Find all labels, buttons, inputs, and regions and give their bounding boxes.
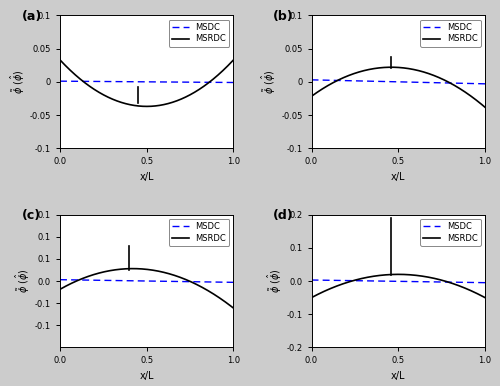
Y-axis label: $\tilde{\phi}$ $(\hat{\phi})$: $\tilde{\phi}$ $(\hat{\phi})$	[8, 69, 27, 94]
Line: MSDC: MSDC	[60, 280, 234, 282]
MSRDC	[74, 278, 80, 283]
Y-axis label: $\tilde{\phi}$ $(\hat{\phi})$: $\tilde{\phi}$ $(\hat{\phi})$	[260, 69, 278, 94]
MSRDC	[192, 281, 198, 286]
MSDC	[127, 80, 133, 84]
MSDC	[444, 280, 450, 284]
MSDC	[230, 280, 236, 284]
MSRDC	[230, 58, 236, 62]
MSRDC	[130, 266, 136, 271]
Line: MSRDC: MSRDC	[60, 60, 234, 107]
MSRDC	[127, 266, 133, 271]
MSRDC	[385, 65, 391, 69]
MSRDC	[428, 72, 434, 77]
MSRDC	[176, 275, 182, 279]
MSDC	[326, 78, 332, 83]
MSDC	[192, 80, 198, 85]
MSDC	[308, 78, 314, 82]
MSRDC	[388, 65, 394, 69]
MSDC	[444, 81, 450, 85]
MSDC	[127, 278, 133, 283]
MSRDC	[385, 273, 391, 277]
Line: MSRDC: MSRDC	[60, 269, 234, 308]
MSRDC	[308, 295, 314, 300]
MSRDC	[326, 83, 332, 87]
MSDC	[134, 80, 140, 84]
Line: MSDC: MSDC	[60, 81, 234, 83]
MSRDC	[308, 94, 314, 98]
Legend: MSDC, MSRDC: MSDC, MSRDC	[168, 219, 230, 246]
MSDC	[176, 80, 182, 85]
MSRDC	[230, 306, 236, 310]
Line: MSRDC: MSRDC	[312, 274, 485, 298]
Text: (b): (b)	[274, 10, 294, 23]
X-axis label: x/L: x/L	[140, 172, 154, 182]
MSRDC	[134, 266, 140, 271]
Line: MSDC: MSDC	[312, 80, 485, 84]
MSRDC	[444, 79, 450, 84]
MSRDC	[447, 280, 453, 285]
MSRDC	[444, 279, 450, 284]
MSDC	[385, 79, 391, 84]
MSDC	[308, 278, 314, 282]
MSRDC	[428, 275, 434, 280]
MSDC	[74, 278, 80, 282]
MSDC	[428, 80, 434, 85]
Line: MSDC: MSDC	[312, 280, 485, 283]
MSRDC	[134, 103, 140, 108]
MSDC	[230, 80, 236, 85]
Legend: MSDC, MSRDC: MSDC, MSRDC	[168, 20, 230, 47]
MSRDC	[447, 81, 453, 85]
MSRDC	[57, 58, 63, 62]
Legend: MSDC, MSRDC: MSDC, MSRDC	[420, 219, 481, 246]
MSRDC	[196, 88, 202, 92]
MSRDC	[482, 295, 488, 300]
MSDC	[326, 278, 332, 283]
X-axis label: x/L: x/L	[140, 371, 154, 381]
MSRDC	[395, 272, 401, 277]
MSRDC	[176, 98, 182, 102]
MSDC	[378, 279, 384, 283]
MSDC	[482, 280, 488, 285]
MSDC	[134, 279, 140, 283]
MSDC	[378, 79, 384, 84]
MSDC	[196, 80, 202, 85]
MSDC	[196, 279, 202, 284]
MSRDC	[144, 104, 150, 109]
MSDC	[57, 79, 63, 83]
Text: (c): (c)	[22, 209, 41, 222]
X-axis label: x/L: x/L	[391, 371, 406, 381]
MSDC	[74, 79, 80, 84]
Y-axis label: $\tilde{\phi}$ $(\hat{\phi})$: $\tilde{\phi}$ $(\hat{\phi})$	[266, 269, 283, 293]
MSRDC	[57, 287, 63, 292]
MSDC	[482, 81, 488, 86]
MSDC	[176, 279, 182, 284]
MSRDC	[74, 74, 80, 79]
MSDC	[428, 279, 434, 284]
MSDC	[447, 280, 453, 284]
MSRDC	[378, 273, 384, 278]
MSDC	[385, 279, 391, 283]
MSRDC	[192, 90, 198, 94]
X-axis label: x/L: x/L	[391, 172, 406, 182]
Y-axis label: $\tilde{\phi}$ $(\hat{\phi})$: $\tilde{\phi}$ $(\hat{\phi})$	[14, 269, 32, 293]
MSRDC	[127, 102, 133, 107]
MSRDC	[482, 105, 488, 110]
Text: (d): (d)	[274, 209, 294, 222]
MSRDC	[378, 65, 384, 70]
MSRDC	[196, 283, 202, 288]
MSDC	[447, 81, 453, 85]
MSDC	[192, 279, 198, 284]
Text: (a): (a)	[22, 10, 42, 23]
MSDC	[57, 278, 63, 282]
Legend: MSDC, MSRDC: MSDC, MSRDC	[420, 20, 481, 47]
Line: MSRDC: MSRDC	[312, 67, 485, 107]
MSRDC	[326, 287, 332, 291]
